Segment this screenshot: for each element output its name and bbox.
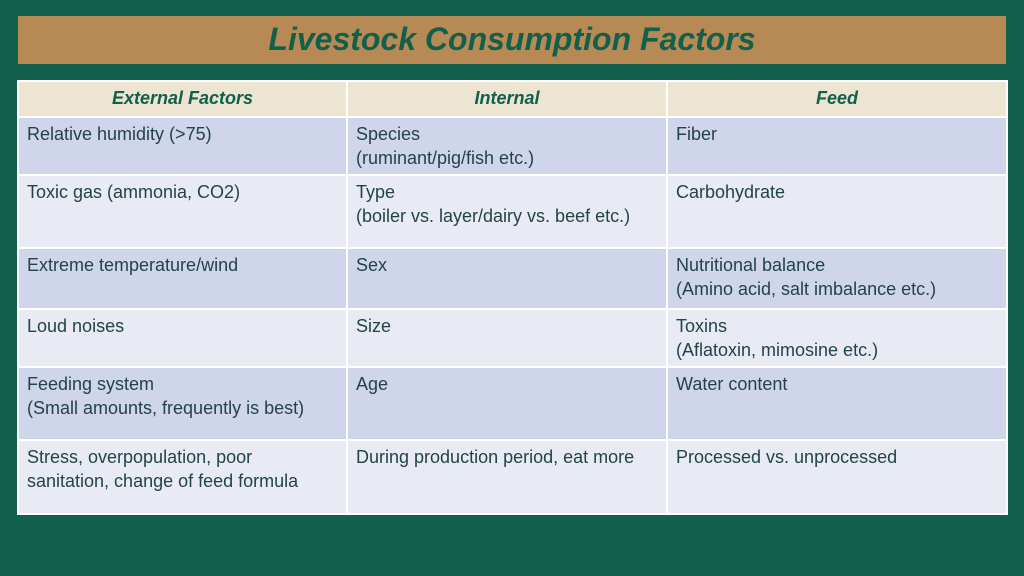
internal-factor-cell: Age <box>346 366 668 441</box>
table-row: Extreme temperature/wind Sex Nutritional b… <box>17 247 1008 310</box>
table-row: Toxic gas (ammonia, CO2) Type (boiler vs.… <box>17 174 1008 249</box>
internal-factor-cell: During production period, eat more <box>346 439 668 515</box>
factors-table: External Factors Internal Feed Relative … <box>17 80 1008 515</box>
internal-factor-cell: Type (boiler vs. layer/dairy vs. beef et… <box>346 174 668 249</box>
header-external: External Factors <box>17 80 348 118</box>
feed-factor-cell: Processed vs. unprocessed <box>666 439 1008 515</box>
internal-factor-cell: Species (ruminant/pig/fish etc.) <box>346 116 668 176</box>
external-factor-cell: Toxic gas (ammonia, CO2) <box>17 174 348 249</box>
internal-factor-cell: Size <box>346 308 668 368</box>
feed-factor-cell: Fiber <box>666 116 1008 176</box>
header-internal: Internal <box>346 80 668 118</box>
external-factor-cell: Loud noises <box>17 308 348 368</box>
table-row: Loud noises Size Toxins (Aflatoxin, mimosi… <box>17 308 1008 368</box>
feed-factor-cell: Nutritional balance (Amino acid, salt im… <box>666 247 1008 310</box>
slide-title: Livestock Consumption Factors <box>18 16 1006 64</box>
internal-factor-cell: Sex <box>346 247 668 310</box>
header-feed: Feed <box>666 80 1008 118</box>
table-row: Stress, overpopulation, poor sanitation,… <box>17 439 1008 515</box>
external-factor-cell: Extreme temperature/wind <box>17 247 348 310</box>
header-row: External Factors Internal Feed <box>17 80 1008 118</box>
external-factor-cell: Relative humidity (>75) <box>17 116 348 176</box>
external-factor-cell: Feeding system (Small amounts, frequentl… <box>17 366 348 441</box>
feed-factor-cell: Water content <box>666 366 1008 441</box>
table-row: Relative humidity (>75) Species (ruminant… <box>17 116 1008 176</box>
table-row: Feeding system (Small amounts, frequentl… <box>17 366 1008 441</box>
external-factor-cell: Stress, overpopulation, poor sanitation,… <box>17 439 348 515</box>
feed-factor-cell: Toxins (Aflatoxin, mimosine etc.) <box>666 308 1008 368</box>
feed-factor-cell: Carbohydrate <box>666 174 1008 249</box>
